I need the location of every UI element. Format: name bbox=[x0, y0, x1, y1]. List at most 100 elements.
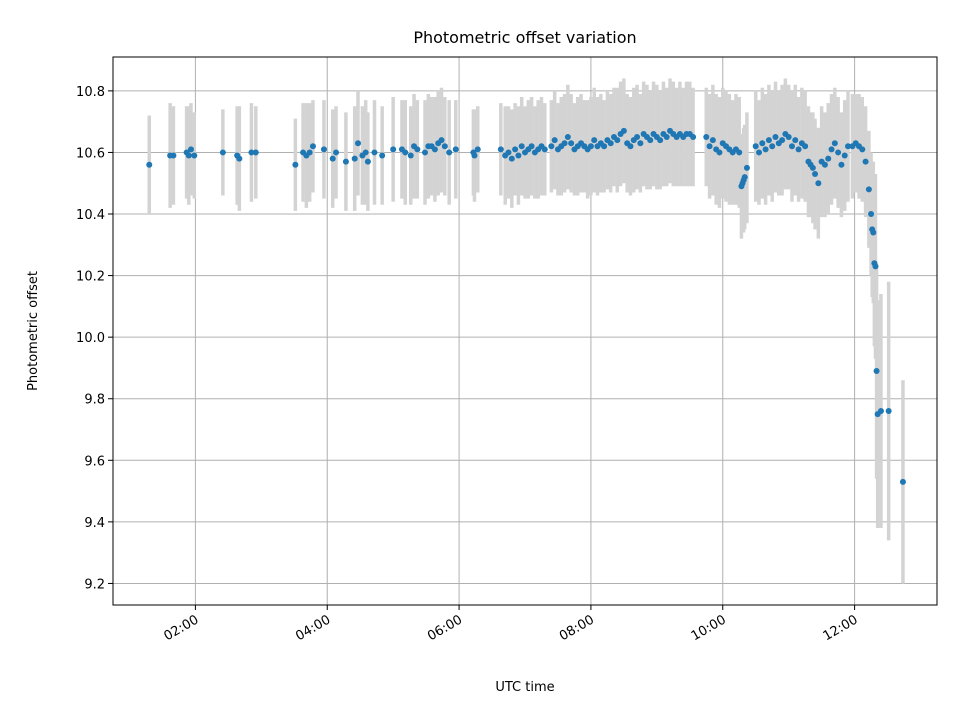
data-point bbox=[614, 137, 621, 144]
data-point bbox=[438, 137, 445, 144]
chart-title: Photometric offset variation bbox=[413, 28, 636, 47]
data-point bbox=[868, 211, 875, 218]
data-point bbox=[802, 143, 809, 150]
data-point bbox=[862, 158, 869, 165]
data-point bbox=[634, 134, 641, 141]
data-point bbox=[561, 140, 568, 147]
data-point bbox=[351, 155, 358, 162]
data-point bbox=[219, 149, 226, 156]
data-point bbox=[785, 134, 792, 141]
data-point bbox=[809, 164, 816, 171]
data-point bbox=[841, 152, 848, 159]
data-point bbox=[845, 143, 852, 150]
y-tick-label: 10.2 bbox=[76, 270, 105, 285]
data-point bbox=[508, 155, 515, 162]
data-point bbox=[752, 143, 759, 150]
data-point bbox=[736, 149, 743, 156]
data-point bbox=[441, 143, 448, 150]
x-axis-label: UTC time bbox=[495, 680, 554, 695]
data-point bbox=[741, 174, 748, 181]
data-point bbox=[170, 152, 177, 159]
data-point bbox=[551, 137, 558, 144]
data-point bbox=[497, 146, 504, 153]
data-point bbox=[663, 134, 670, 141]
data-point bbox=[355, 140, 362, 147]
data-point bbox=[859, 146, 866, 153]
data-point bbox=[877, 408, 884, 415]
data-point bbox=[873, 368, 880, 375]
y-axis-label: Photometric offset bbox=[26, 271, 41, 391]
data-point bbox=[342, 158, 349, 165]
data-point bbox=[620, 127, 627, 134]
data-point bbox=[756, 149, 763, 156]
data-point bbox=[185, 152, 192, 159]
data-point bbox=[474, 146, 481, 153]
data-point bbox=[657, 137, 664, 144]
data-point bbox=[690, 134, 697, 141]
data-point bbox=[703, 134, 710, 141]
data-point bbox=[146, 161, 153, 168]
data-point bbox=[637, 140, 644, 147]
data-point bbox=[821, 161, 828, 168]
data-point bbox=[587, 143, 594, 150]
data-point bbox=[788, 143, 795, 150]
data-point bbox=[306, 149, 313, 156]
data-point bbox=[329, 155, 336, 162]
data-point bbox=[601, 143, 608, 150]
data-point bbox=[762, 146, 769, 153]
data-point bbox=[292, 161, 299, 168]
data-point bbox=[792, 137, 799, 144]
data-point bbox=[333, 149, 340, 156]
data-point bbox=[759, 140, 766, 147]
data-point bbox=[191, 152, 198, 159]
data-point bbox=[309, 143, 316, 150]
data-point bbox=[548, 143, 555, 150]
data-point bbox=[446, 149, 453, 156]
data-point bbox=[390, 146, 397, 153]
y-tick-label: 10.6 bbox=[76, 146, 105, 161]
y-axis: 9.2 9.4 9.6 9.8 10.0 10.2 10.4 10.6 10.8 bbox=[76, 85, 113, 592]
data-point bbox=[379, 152, 386, 159]
data-point bbox=[706, 143, 713, 150]
data-point bbox=[835, 149, 842, 156]
data-point bbox=[512, 146, 519, 153]
data-point bbox=[414, 146, 421, 153]
data-point bbox=[364, 158, 371, 165]
data-point bbox=[362, 149, 369, 156]
data-point bbox=[865, 186, 872, 193]
data-point bbox=[236, 155, 243, 162]
data-point bbox=[828, 146, 835, 153]
data-point bbox=[838, 161, 845, 168]
data-point bbox=[647, 137, 654, 144]
data-point bbox=[407, 152, 414, 159]
data-point bbox=[607, 140, 614, 147]
data-points bbox=[146, 127, 906, 485]
data-point bbox=[825, 155, 832, 162]
data-point bbox=[885, 408, 892, 415]
data-point bbox=[431, 146, 438, 153]
plot-frame bbox=[112, 56, 938, 606]
data-point bbox=[371, 149, 378, 156]
data-point bbox=[831, 140, 838, 147]
y-tick-label: 9.8 bbox=[84, 393, 105, 408]
data-point bbox=[765, 137, 772, 144]
data-point bbox=[815, 180, 822, 187]
data-point bbox=[627, 143, 634, 150]
data-point bbox=[716, 149, 723, 156]
data-point bbox=[709, 137, 716, 144]
y-tick-label: 10.8 bbox=[76, 85, 105, 100]
data-point bbox=[899, 478, 906, 485]
data-point bbox=[320, 146, 327, 153]
data-point bbox=[564, 134, 571, 141]
data-point bbox=[471, 152, 478, 159]
data-point bbox=[591, 137, 598, 144]
data-point bbox=[518, 143, 525, 150]
data-point bbox=[812, 170, 819, 177]
data-point bbox=[779, 137, 786, 144]
data-point bbox=[252, 149, 259, 156]
y-tick-label: 10.4 bbox=[76, 208, 105, 223]
data-point bbox=[772, 134, 779, 141]
y-tick-label: 9.2 bbox=[84, 577, 105, 592]
data-point bbox=[505, 149, 512, 156]
data-point bbox=[541, 146, 548, 153]
